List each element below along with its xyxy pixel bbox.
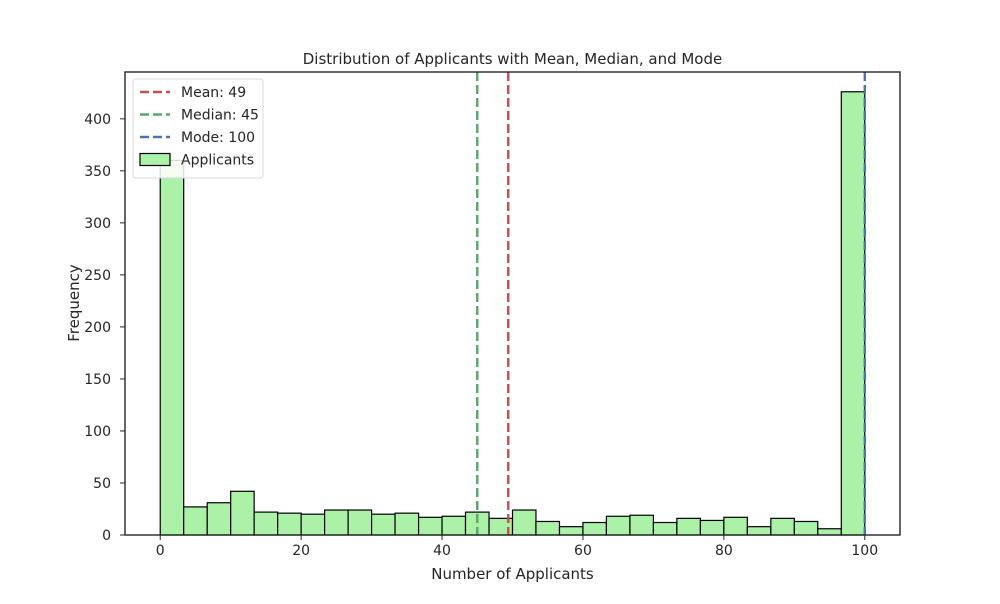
histogram-bar — [746, 526, 772, 536]
histogram-bar — [793, 520, 819, 536]
x-tick-label: 80 — [715, 543, 733, 559]
histogram-bar — [277, 512, 302, 536]
y-tick-label: 350 — [84, 164, 111, 180]
y-tick-label: 0 — [102, 528, 111, 544]
histogram-bar — [723, 516, 748, 536]
histogram-bar — [629, 514, 655, 536]
legend: Mean: 49 Median: 45 Mode: 100 Applicants — [132, 78, 264, 179]
histogram-bar — [159, 159, 185, 536]
y-tick-label: 200 — [84, 320, 111, 336]
histogram-bar — [347, 509, 373, 536]
y-tick-label: 100 — [84, 424, 111, 440]
histogram-bar — [300, 513, 326, 536]
histogram-bar — [676, 517, 702, 536]
legend-label: Applicants — [181, 153, 254, 169]
y-tick-label: 150 — [84, 372, 111, 388]
axes-frame — [124, 71, 901, 536]
legend-bar-swatch — [139, 152, 171, 167]
histogram-bar — [558, 526, 584, 536]
histogram-bar — [699, 519, 725, 536]
histogram-bar — [511, 509, 537, 536]
histogram-bar — [652, 521, 678, 536]
x-tick-label: 60 — [574, 543, 592, 559]
histogram-bar — [253, 511, 279, 536]
histogram-bar — [206, 502, 232, 536]
y-axis-label: Frequency — [65, 264, 83, 342]
x-axis-label: Number of Applicants — [431, 565, 594, 583]
histogram-bar — [230, 490, 255, 536]
histogram-bar — [441, 515, 467, 536]
histogram-bar — [183, 506, 208, 536]
y-tick-label: 50 — [93, 476, 111, 492]
histogram-bar — [417, 516, 443, 536]
legend-label: Mean: 49 — [181, 85, 246, 101]
histogram-bar — [370, 513, 396, 536]
y-tick-label: 400 — [84, 112, 111, 128]
chart-title: Distribution of Applicants with Mean, Me… — [303, 50, 723, 68]
histogram-bar — [535, 520, 561, 536]
y-tick-label: 250 — [84, 268, 111, 284]
histogram-bar — [770, 517, 795, 536]
x-tick-label: 20 — [292, 543, 310, 559]
x-tick-label: 100 — [851, 543, 878, 559]
x-tick-label: 40 — [433, 543, 451, 559]
x-tick-label: 0 — [156, 543, 165, 559]
histogram-bar — [394, 512, 420, 536]
y-tick-label: 300 — [84, 216, 111, 232]
histogram-bar — [582, 521, 608, 536]
histogram-bar — [605, 515, 631, 536]
legend-label: Median: 45 — [181, 108, 259, 124]
histogram-bar — [323, 509, 349, 536]
histogram-bar — [817, 528, 842, 536]
histogram-bar — [840, 91, 866, 536]
legend-label: Mode: 100 — [181, 130, 255, 146]
plot-area: 0 20 40 60 80 100 0 50 100 150 200 250 300 350 400 — [84, 71, 901, 559]
